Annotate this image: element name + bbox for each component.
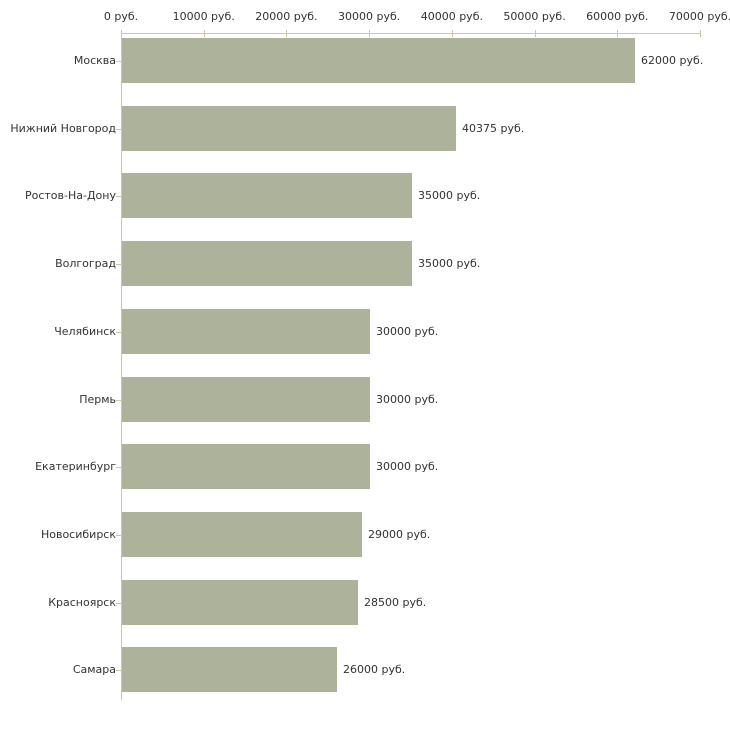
x-axis-tick-mark	[617, 30, 618, 37]
x-axis-line	[121, 33, 701, 34]
bar-9	[122, 580, 358, 625]
x-axis-tick-label: 40000 руб.	[420, 10, 483, 23]
y-axis-tick-mark	[116, 467, 121, 468]
x-axis-tick-label: 30000 руб.	[338, 10, 401, 23]
bar-1	[122, 38, 635, 83]
value-label: 28500 руб.	[364, 596, 427, 609]
x-axis-tick-mark	[452, 30, 453, 37]
bar-5	[122, 309, 370, 354]
category-label: Екатеринбург	[35, 460, 116, 473]
category-label: Нижний Новгород	[10, 122, 116, 135]
y-axis-tick-mark	[116, 400, 121, 401]
value-label: 62000 руб.	[641, 54, 704, 67]
y-axis-tick-mark	[116, 603, 121, 604]
bar-10	[122, 647, 337, 692]
category-label: Волгоград	[55, 257, 116, 270]
bar-6	[122, 377, 370, 422]
y-axis-tick-mark	[116, 61, 121, 62]
bar-2	[122, 106, 456, 151]
x-axis-tick-label: 70000 руб.	[668, 10, 730, 23]
x-axis-tick-label: 50000 руб.	[503, 10, 566, 23]
x-axis-tick-mark	[121, 30, 122, 37]
x-axis-tick-mark	[700, 30, 701, 37]
value-label: 35000 руб.	[418, 257, 481, 270]
category-label: Красноярск	[48, 596, 116, 609]
y-axis-tick-mark	[116, 129, 121, 130]
x-axis-tick-label: 0 руб.	[103, 10, 139, 23]
x-axis-tick-label: 10000 руб.	[172, 10, 235, 23]
y-axis-tick-mark	[116, 332, 121, 333]
value-label: 30000 руб.	[376, 393, 439, 406]
category-label: Самара	[72, 663, 116, 676]
bar-4	[122, 241, 412, 286]
x-axis-tick-mark	[369, 30, 370, 37]
bar-3	[122, 173, 412, 218]
x-axis-tick-mark	[204, 30, 205, 37]
bar-8	[122, 512, 362, 557]
x-axis-tick-mark	[535, 30, 536, 37]
bar-7	[122, 444, 370, 489]
value-label: 40375 руб.	[462, 122, 525, 135]
x-axis-tick-mark	[286, 30, 287, 37]
y-axis-tick-mark	[116, 264, 121, 265]
x-axis-tick-label: 60000 руб.	[586, 10, 649, 23]
y-axis-tick-mark	[116, 196, 121, 197]
category-label: Новосибирск	[40, 528, 116, 541]
y-axis-tick-mark	[116, 670, 121, 671]
y-axis-line	[121, 33, 122, 700]
value-label: 30000 руб.	[376, 325, 439, 338]
value-label: 30000 руб.	[376, 460, 439, 473]
category-label: Москва	[73, 54, 116, 67]
value-label: 26000 руб.	[343, 663, 406, 676]
x-axis-tick-label: 20000 руб.	[255, 10, 318, 23]
value-label: 35000 руб.	[418, 189, 481, 202]
value-label: 29000 руб.	[368, 528, 431, 541]
y-axis-tick-mark	[116, 535, 121, 536]
category-label: Ростов-На-Дону	[24, 189, 116, 202]
category-label: Пермь	[79, 393, 116, 406]
category-label: Челябинск	[54, 325, 116, 338]
